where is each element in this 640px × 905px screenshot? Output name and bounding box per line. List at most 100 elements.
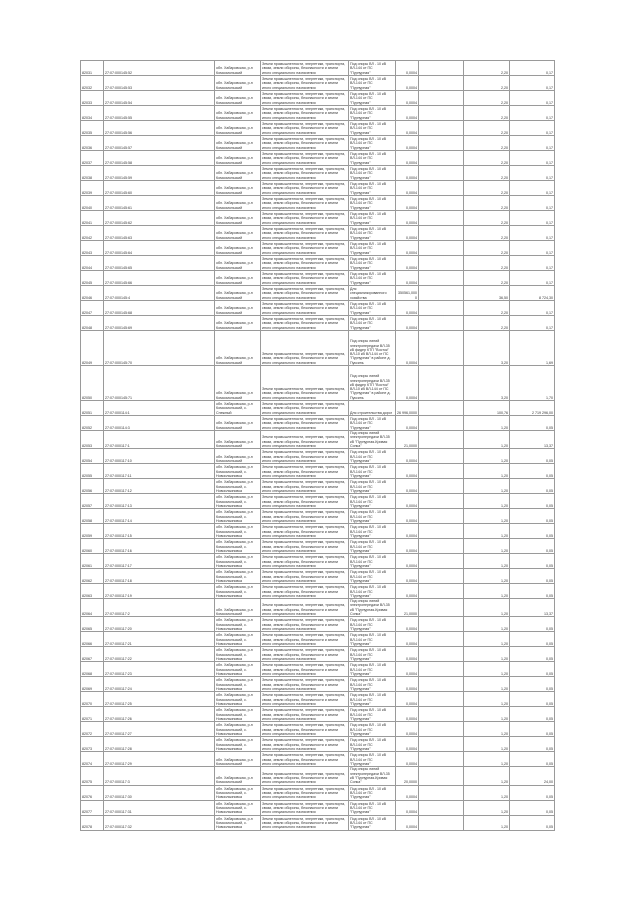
address: обл. Хабаровская, р-н Комсомольский, с. … — [214, 691, 261, 708]
cadastral-value: 0,05 — [509, 583, 555, 600]
row-id: 82052 — [80, 415, 104, 431]
cadastral-number: 27:07:000117:30 — [103, 784, 215, 801]
land-category: Земли промышленности, энергетики, трансп… — [260, 400, 349, 416]
specific-value: 1,20 — [463, 814, 510, 831]
row-id: 82057 — [80, 493, 104, 510]
land-category: Земли промышленности, энергетики, трансп… — [260, 646, 349, 663]
address: обл. Хабаровская, р-н Комсомольский, с. … — [214, 616, 261, 633]
cadastral-number: 27:07:000145:52 — [103, 60, 215, 76]
area: 0,0004 — [395, 691, 419, 708]
permitted-use: Под опоры ВЛ - 10 кВ ВЛ-144 от ПС "Пурпу… — [348, 814, 396, 831]
table-row: 82036 27:07:000145:57 обл. Хабаровская, р-… — [80, 135, 555, 151]
row-id: 82044 — [80, 255, 104, 271]
land-category: Земли промышленности, энергетики, трансп… — [260, 583, 349, 600]
address: обл. Хабаровская, р-н Комсомольский, с. … — [214, 799, 261, 816]
specific-value: 2,20 — [463, 315, 510, 331]
table-row: 82071 27:07:000117:26 обл. Хабаровская, р-… — [80, 706, 555, 723]
specific-value: 1,20 — [463, 766, 510, 786]
table-row: 82054 27:07:000117:10 обл. Хабаровская, р-… — [80, 448, 555, 465]
table-row: 82044 27:07:000145:65 обл. Хабаровская, р-… — [80, 255, 555, 271]
cadastral-number: 27:07:000117:25 — [103, 691, 215, 708]
row-id: 82041 — [80, 210, 104, 226]
land-category: Земли промышленности, энергетики, трансп… — [260, 90, 349, 106]
specific-value: 1,20 — [463, 523, 510, 540]
address: обл. Хабаровская, р-н Комсомольский — [214, 240, 261, 256]
address: обл. Хабаровская, р-н Комсомольский — [214, 285, 261, 301]
specific-value: 36,50 — [463, 285, 510, 301]
land-category: Земли промышленности, энергетики, трансп… — [260, 210, 349, 226]
address: обл. Хабаровская, р-н Комсомольский — [214, 365, 261, 401]
land-category: Земли промышленности, энергетики, трансп… — [260, 75, 349, 91]
cadastral-value: 24,00 — [509, 766, 555, 786]
address: обл. Хабаровская, р-н Комсомольский — [214, 751, 261, 768]
area: 0,0004 — [395, 90, 419, 106]
permitted-use: Под опоры ВЛ - 10 кВ ВЛ-144 от ПС "Пурпу… — [348, 60, 396, 76]
cadastral-number: 27:07:000117:11 — [103, 463, 215, 480]
cadastral-number: 27:07:000145:69 — [103, 315, 215, 331]
row-id: 82055 — [80, 463, 104, 480]
permitted-use: Под опоры линий электропередачи ВЛ-35 кВ… — [348, 598, 396, 618]
specific-value: 3,20 — [463, 330, 510, 366]
area: 0,0004 — [395, 751, 419, 768]
land-category: Земли промышленности, энергетики, трансп… — [260, 315, 349, 331]
specific-value: 1,20 — [463, 493, 510, 510]
address: обл. Хабаровская, р-н Комсомольский — [214, 75, 261, 91]
land-category: Земли промышленности, энергетики, трансп… — [260, 616, 349, 633]
specific-value: 2,20 — [463, 105, 510, 121]
empty-cell — [418, 691, 464, 708]
permitted-use: Под опоры ВЛ - 10 кВ ВЛ-144 от ПС "Пурпу… — [348, 568, 396, 585]
row-id: 82053 — [80, 429, 104, 450]
specific-value: 2,20 — [463, 90, 510, 106]
empty-cell — [418, 210, 464, 226]
specific-value: 1,20 — [463, 583, 510, 600]
specific-value: 1,20 — [463, 448, 510, 465]
empty-cell — [418, 523, 464, 540]
address: обл. Хабаровская, р-н Комсомольский — [214, 255, 261, 271]
table-row: 82058 27:07:000117:14 обл. Хабаровская, р-… — [80, 508, 555, 525]
area: 0,0004 — [395, 583, 419, 600]
empty-cell — [418, 315, 464, 331]
row-id: 82038 — [80, 165, 104, 181]
cadastral-value: 0,17 — [509, 135, 555, 151]
area: 0,0004 — [395, 195, 419, 211]
area: 0,0004 — [395, 661, 419, 678]
row-id: 82050 — [80, 365, 104, 401]
row-id: 82046 — [80, 285, 104, 301]
empty-cell — [418, 90, 464, 106]
area: 20,0000 — [395, 766, 419, 786]
table-row: 82061 27:07:000117:17 обл. Хабаровская, р-… — [80, 553, 555, 570]
area: 0,0004 — [395, 165, 419, 181]
permitted-use: Под опоры ВЛ - 10 кВ ВЛ-144 от ПС "Пурпу… — [348, 631, 396, 648]
land-category: Земли промышленности, энергетики, трансп… — [260, 448, 349, 465]
land-category: Земли промышленности, энергетики, трансп… — [260, 568, 349, 585]
cadastral-value: 0,05 — [509, 415, 555, 431]
permitted-use: Под опоры ВЛ - 10 кВ ВЛ-144 от ПС "Пурпу… — [348, 270, 396, 286]
land-category: Земли промышленности, энергетики, трансп… — [260, 165, 349, 181]
table-row: 82056 27:07:000117:12 обл. Хабаровская, р-… — [80, 478, 555, 495]
land-category: Земли промышленности, энергетики, трансп… — [260, 508, 349, 525]
cadastral-number: 27:07:000145:55 — [103, 105, 215, 121]
row-id: 82035 — [80, 120, 104, 136]
address: обл. Хабаровская, р-н Комсомольский — [214, 150, 261, 166]
cadastral-value: 13,37 — [509, 598, 555, 618]
permitted-use: Под опоры ВЛ - 10 кВ ВЛ-144 от ПС "Пурпу… — [348, 90, 396, 106]
empty-cell — [418, 225, 464, 241]
permitted-use: Под опоры ВЛ - 10 кВ ВЛ-144 от ПС "Пурпу… — [348, 799, 396, 816]
cadastral-number: 27:07:000145:61 — [103, 195, 215, 211]
row-id: 82031 — [80, 60, 104, 76]
cadastral-number: 27:07:000145:53 — [103, 75, 215, 91]
area: 0,0004 — [395, 538, 419, 555]
empty-cell — [418, 150, 464, 166]
empty-cell — [418, 120, 464, 136]
land-category: Земли промышленности, энергетики, трансп… — [260, 523, 349, 540]
table-row: 82069 27:07:000117:24 обл. Хабаровская, р-… — [80, 676, 555, 693]
specific-value: 1,20 — [463, 598, 510, 618]
table-body: 82031 27:07:000145:52 обл. Хабаровская, р-… — [80, 60, 555, 831]
specific-value: 1,20 — [463, 631, 510, 648]
empty-cell — [418, 60, 464, 76]
land-category: Земли промышленности, энергетики, трансп… — [260, 195, 349, 211]
address: обл. Хабаровская, р-н Комсомольский — [214, 315, 261, 331]
table-row: 82059 27:07:000117:15 обл. Хабаровская, р-… — [80, 523, 555, 540]
cadastral-number: 27:07:000114:3 — [103, 415, 215, 431]
row-id: 82070 — [80, 691, 104, 708]
